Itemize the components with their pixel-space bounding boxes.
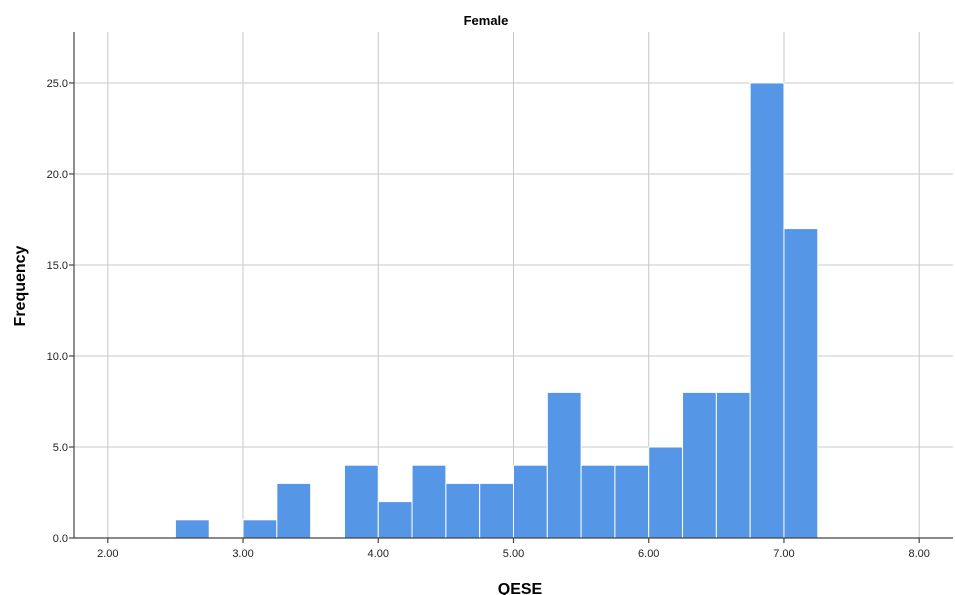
histogram-bar <box>377 501 413 539</box>
tick-labels: 0.0 5.0 10.0 15.0 20.0 25.0 2.00 3.00 4.00 5.00 6.… <box>47 78 930 560</box>
histogram-bar <box>276 482 312 539</box>
x-axis-title: QESE <box>498 581 543 595</box>
x-tick-label: 6.00 <box>638 548 659 560</box>
y-axis-title: Frequency <box>12 245 29 326</box>
y-tick-label: 20.0 <box>47 169 68 181</box>
histogram-bar <box>749 82 785 539</box>
histogram-bar <box>242 519 278 539</box>
y-tick-label: 0.0 <box>53 533 68 545</box>
x-tick-label: 8.00 <box>908 548 929 560</box>
grid-layer <box>74 32 953 538</box>
histogram-bar <box>411 464 447 539</box>
histogram-bar <box>614 464 650 539</box>
histogram-bar <box>513 464 548 539</box>
histogram-bar <box>648 446 684 539</box>
bar-layer <box>174 82 819 539</box>
y-tick-label: 10.0 <box>47 351 68 363</box>
y-tick-label: 15.0 <box>47 260 68 272</box>
histogram-bar <box>343 464 379 539</box>
histogram-bar <box>445 482 481 539</box>
histogram-bar <box>715 391 751 539</box>
chart-title: Female <box>464 13 509 28</box>
x-tick-label: 7.00 <box>773 548 794 560</box>
x-tick-label: 3.00 <box>232 548 253 560</box>
histogram-bar <box>174 519 210 539</box>
histogram-bar <box>682 391 717 539</box>
x-tick-label: 4.00 <box>368 548 389 560</box>
y-tick-label: 5.0 <box>53 442 68 454</box>
histogram-bar <box>783 228 819 539</box>
x-tick-label: 2.00 <box>97 548 118 560</box>
histogram-bar <box>546 391 582 539</box>
histogram-bar <box>479 482 515 539</box>
histogram-bar <box>580 464 616 539</box>
x-tick-label: 5.00 <box>503 548 524 560</box>
y-tick-label: 25.0 <box>47 78 68 90</box>
